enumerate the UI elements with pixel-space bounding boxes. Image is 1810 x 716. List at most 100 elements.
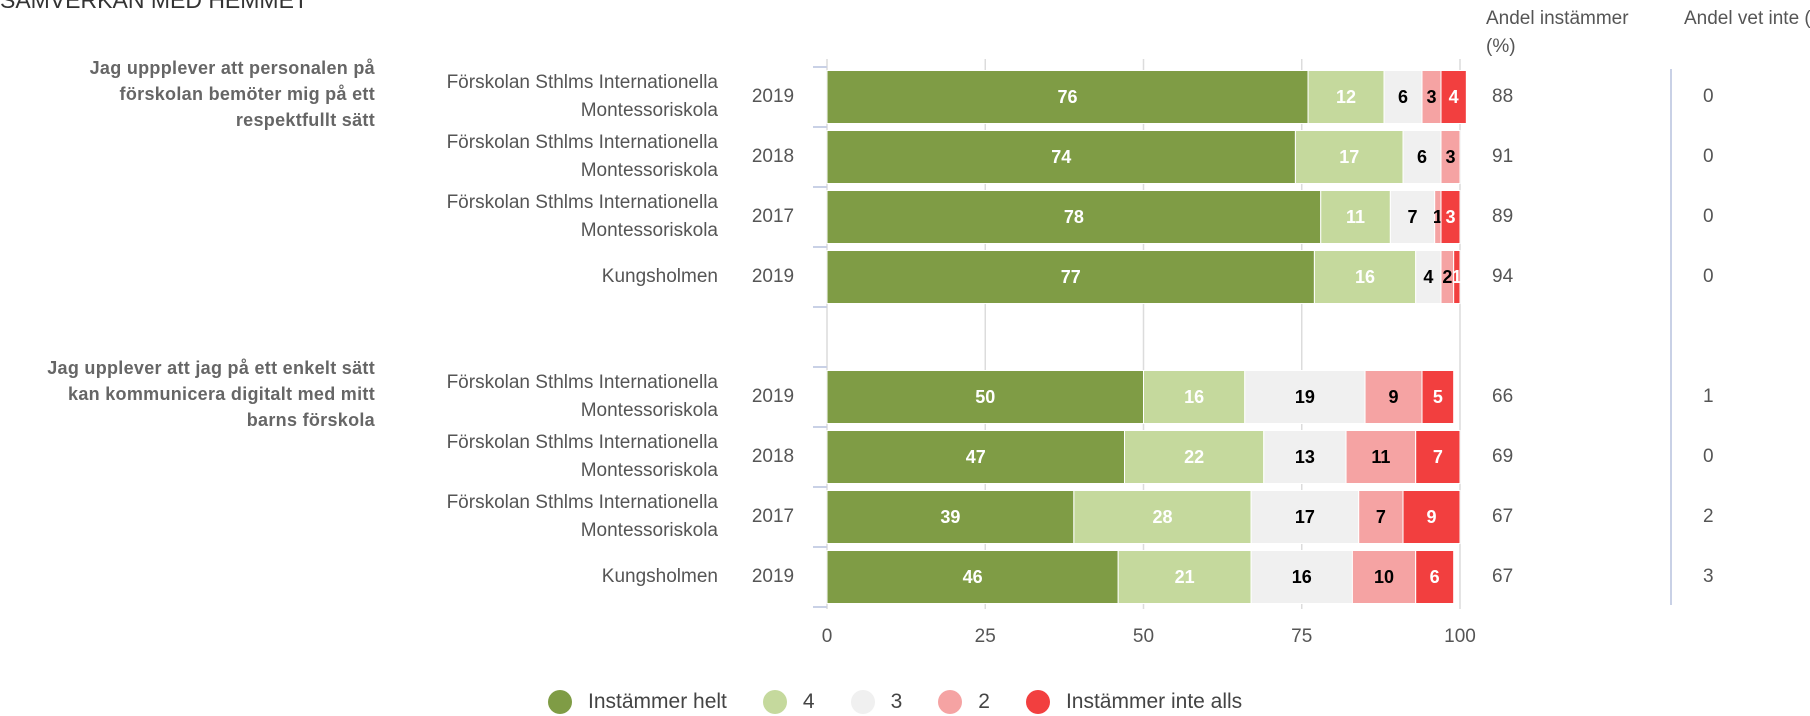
value-label: 11 (1371, 447, 1390, 467)
value-label: 1 (1452, 267, 1462, 287)
column-value: 94 (1492, 266, 1514, 287)
year-label: 2017 (752, 206, 794, 227)
value-label: 9 (1389, 387, 1399, 407)
column-value: 89 (1492, 206, 1513, 227)
chart-title: SAMVERKAN MED HEMMET (0, 0, 308, 13)
bar-segment (1351, 550, 1417, 604)
question-label: Jag upplever att jag på ett enkelt sätt … (47, 358, 375, 430)
column-value: 66 (1492, 386, 1513, 407)
bar-segment (826, 250, 1315, 304)
column-value: 0 (1703, 206, 1714, 227)
bar-segment (1415, 550, 1455, 604)
bar-segment (1307, 70, 1385, 124)
value-label: 78 (1064, 207, 1084, 227)
value-label: 3 (1445, 207, 1455, 227)
year-label: 2018 (752, 446, 794, 467)
legend-swatch (762, 690, 787, 714)
legend-label: Instämmer inte alls (1065, 690, 1243, 713)
value-label: 9 (1427, 507, 1437, 527)
bar-segment (826, 490, 1075, 544)
value-label: 77 (1061, 267, 1081, 287)
column-value: 69 (1492, 446, 1513, 467)
category-label: Kungsholmen (601, 566, 718, 587)
bar-segment (1073, 490, 1252, 544)
category-label: Förskolan Sthlms Internationella Montess… (446, 72, 718, 121)
legend-item: 3 (850, 690, 902, 714)
x-tick-label: 50 (1133, 626, 1154, 647)
legend-item: Instämmer helt (548, 690, 727, 714)
value-label: 3 (1427, 87, 1437, 107)
bar-segment (1453, 250, 1461, 304)
category-label: Kungsholmen (601, 266, 718, 287)
column-header: Andel instämmer (%) (1486, 8, 1629, 57)
value-label: 4 (1423, 267, 1433, 287)
bar-segment (1415, 430, 1461, 484)
bar-segment (1250, 490, 1360, 544)
legend-swatch (850, 690, 875, 714)
column-value: 3 (1703, 566, 1714, 587)
column-value: 88 (1492, 86, 1513, 107)
legend-item: 4 (762, 690, 815, 714)
bar-segment (826, 130, 1296, 184)
legend-item: 2 (938, 690, 990, 714)
bar-segment (826, 550, 1119, 604)
x-tick-label: 25 (975, 626, 996, 647)
value-label: 2 (1442, 267, 1452, 287)
bar-segment (1421, 370, 1455, 424)
bar-segment (1250, 550, 1353, 604)
column-value: 67 (1492, 506, 1513, 527)
value-label: 76 (1058, 87, 1078, 107)
year-label: 2019 (752, 386, 794, 407)
value-label: 7 (1376, 507, 1386, 527)
value-label: 74 (1051, 147, 1071, 167)
value-label: 4 (1449, 87, 1459, 107)
bar-segment (1440, 190, 1461, 244)
bar-segment (1143, 370, 1246, 424)
bar-segment (1320, 190, 1391, 244)
year-label: 2019 (752, 566, 794, 587)
category-label: Förskolan Sthlms Internationella Montess… (446, 432, 718, 481)
year-label: 2018 (752, 146, 794, 167)
column-value: 0 (1703, 86, 1714, 107)
question-label: Jag uppplever att personalen på förskola… (89, 58, 375, 130)
value-label: 46 (963, 567, 983, 587)
legend-label: 4 (802, 690, 815, 713)
x-tick-label: 100 (1444, 626, 1476, 647)
legend-swatch (548, 690, 572, 714)
value-label: 7 (1433, 447, 1443, 467)
bar-segment (1263, 430, 1347, 484)
year-label: 2017 (752, 506, 794, 527)
year-label: 2019 (752, 86, 794, 107)
column-value: 91 (1492, 146, 1513, 167)
bar-segment (1402, 490, 1461, 544)
value-label: 3 (1445, 147, 1455, 167)
column-value: 67 (1492, 566, 1513, 587)
value-label: 47 (966, 447, 986, 467)
value-label: 11 (1346, 207, 1365, 227)
category-label: Förskolan Sthlms Internationella Montess… (446, 132, 718, 181)
value-label: 16 (1184, 387, 1204, 407)
bar-segment (1124, 430, 1265, 484)
column-value: 2 (1703, 506, 1714, 527)
bar-segment (1389, 190, 1436, 244)
column-value: 0 (1703, 146, 1714, 167)
column-value: 1 (1703, 386, 1714, 407)
bar-segment (1364, 370, 1423, 424)
value-label: 17 (1295, 507, 1315, 527)
column-value: 0 (1703, 266, 1714, 287)
value-label: 13 (1295, 447, 1315, 467)
category-label: Förskolan Sthlms Internationella Montess… (446, 372, 718, 421)
bar-segment (1383, 70, 1423, 124)
value-label: 50 (975, 387, 995, 407)
value-label: 12 (1336, 87, 1356, 107)
value-label: 28 (1152, 507, 1172, 527)
category-label: Förskolan Sthlms Internationella Montess… (446, 492, 718, 541)
value-label: 17 (1339, 147, 1359, 167)
legend-item: Instämmer inte alls (1025, 690, 1243, 714)
bar-segment (826, 370, 1144, 424)
value-label: 6 (1417, 147, 1427, 167)
column-value: 0 (1703, 446, 1714, 467)
value-label: 22 (1184, 447, 1204, 467)
